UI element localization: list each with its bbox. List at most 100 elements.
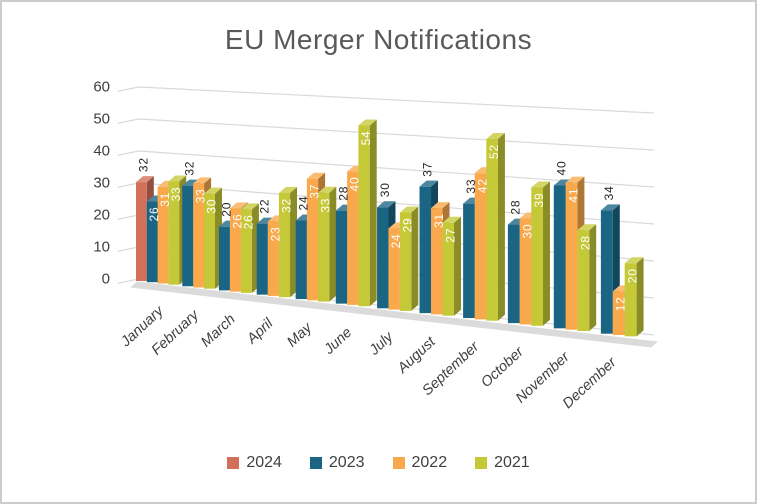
bar-face [463,203,475,319]
bar-face [600,210,613,334]
bar-face [600,204,620,211]
bar-face [624,257,644,264]
bar-face [240,203,259,210]
bar-face [411,206,419,311]
bar-face [431,208,443,315]
data-label-2022-November: 41 [567,188,581,203]
bar-face [295,220,307,300]
bar-2021-April[interactable] [278,187,298,298]
bar-face [419,180,439,187]
bar-face [256,223,268,295]
data-label-2023-October: 28 [509,200,523,215]
legend-swatch-2022 [392,457,405,469]
bar-face [636,257,644,337]
data-label-2022-January: 31 [158,192,172,207]
data-label-2021-November: 28 [578,235,592,250]
bar-2021-October[interactable] [531,181,550,326]
bar-face [146,201,158,283]
bar-face [454,216,462,316]
bar-face [497,132,505,321]
bar-face [399,212,412,311]
legend-item-2022[interactable]: 2022 [392,454,448,472]
y-axis-label-0: 0 [102,271,110,288]
bar-face [318,186,337,193]
data-label-2022-August: 31 [432,213,446,228]
bar-face [278,187,298,194]
bar-face [318,192,330,302]
bar-face [306,172,326,179]
data-label-2023-June: 28 [336,186,350,201]
bar-face [577,224,597,231]
gridline-50 [117,118,655,151]
chart-floor [130,281,658,348]
legend-item-2023[interactable]: 2023 [309,454,365,472]
bar-face [168,181,180,285]
data-label-2021-July: 29 [401,217,415,232]
legend-label-2022: 2022 [411,454,448,471]
bar-face [442,222,455,316]
legend-swatch-2024 [227,457,240,469]
bar-face [531,187,543,326]
legend-label-2021: 2021 [494,454,530,471]
bar-face [358,125,370,307]
x-axis-label-may: May [284,320,315,351]
y-axis-label-60: 60 [93,79,110,96]
data-label-2021-April: 32 [279,198,293,213]
chart-legend: 2024 2023 2022 2021 [2,454,755,472]
bar-2021-December[interactable] [624,257,644,337]
bar-2021-July[interactable] [399,206,419,311]
bar-face [553,185,566,329]
bar-face [589,224,597,332]
bar-face [612,291,625,336]
y-axis-label-10: 10 [93,239,110,256]
bar-2021-August[interactable] [442,216,462,316]
bar-2021-June[interactable] [358,119,377,307]
bar-face [329,186,337,302]
bar-face [229,202,248,209]
bar-face [419,186,432,314]
bar-face [388,228,400,310]
bar-face [347,171,359,305]
y-axis-label-50: 50 [93,111,110,128]
data-label-2023-March: 20 [219,202,233,217]
data-label-2022-February: 33 [194,188,208,203]
bar-face [204,187,222,194]
data-label-2021-October: 39 [532,192,546,207]
x-axis-label-april: April [243,315,276,348]
bar-face [193,177,212,184]
data-label-2023-January: 26 [147,207,161,222]
data-label-2021-August: 27 [443,228,457,243]
bar-face [306,178,319,301]
data-label-2023-September: 33 [464,179,478,194]
bar-face [335,210,348,304]
legend-item-2021[interactable]: 2021 [475,454,530,472]
bar-face [565,176,585,183]
legend-label-2024: 2024 [246,454,282,471]
bar-2021-November[interactable] [577,224,597,332]
data-label-2022-April: 23 [268,226,282,241]
bar-face [278,193,291,298]
x-axis-label-october: October [478,343,527,391]
bar-face [182,179,201,186]
bar-face [193,183,205,288]
legend-item-2024[interactable]: 2024 [227,454,282,472]
legend-label-2023: 2023 [328,454,365,471]
bar-face [358,119,377,126]
data-label-2021-March: 26 [241,214,255,229]
bar-face [168,175,187,182]
legend-swatch-2021 [475,457,488,469]
bar-2021-September[interactable] [486,132,505,321]
data-label-2021-January: 33 [169,186,183,201]
data-label-2022-May: 37 [307,184,321,199]
bar-face [577,230,590,332]
bar-face [136,182,147,281]
data-label-2023-November: 40 [555,160,569,175]
y-axis-label-20: 20 [93,207,110,224]
gridline-60 [117,86,655,114]
data-label-2024-January: 32 [136,157,150,172]
y-axis-label-30: 30 [93,175,110,192]
x-axis-label-august: August [394,333,439,377]
bar-2021-May[interactable] [318,186,337,302]
